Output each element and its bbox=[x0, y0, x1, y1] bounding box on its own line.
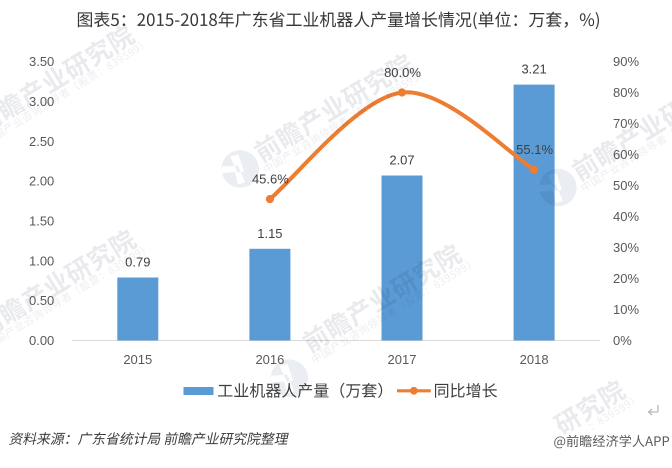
svg-text:1.50: 1.50 bbox=[29, 214, 54, 229]
svg-text:30%: 30% bbox=[613, 240, 639, 255]
svg-text:2.00: 2.00 bbox=[29, 174, 54, 189]
svg-text:2018: 2018 bbox=[520, 352, 549, 367]
svg-text:20%: 20% bbox=[613, 271, 639, 286]
svg-text:2016: 2016 bbox=[255, 352, 284, 367]
svg-text:3.00: 3.00 bbox=[29, 94, 54, 109]
svg-text:3.21: 3.21 bbox=[521, 62, 546, 77]
svg-text:70%: 70% bbox=[613, 116, 639, 131]
svg-text:60%: 60% bbox=[613, 147, 639, 162]
svg-text:2015: 2015 bbox=[123, 352, 152, 367]
svg-text:0.00: 0.00 bbox=[29, 333, 54, 348]
svg-text:3.50: 3.50 bbox=[29, 54, 54, 69]
svg-text:2.50: 2.50 bbox=[29, 134, 54, 149]
svg-text:2.07: 2.07 bbox=[389, 152, 414, 167]
svg-text:1.15: 1.15 bbox=[257, 226, 282, 241]
svg-text:40%: 40% bbox=[613, 209, 639, 224]
svg-text:10%: 10% bbox=[613, 302, 639, 317]
svg-text:45.6%: 45.6% bbox=[252, 172, 289, 187]
svg-text:1.00: 1.00 bbox=[29, 253, 54, 268]
svg-text:2017: 2017 bbox=[388, 352, 417, 367]
svg-text:80%: 80% bbox=[613, 85, 639, 100]
svg-text:0.79: 0.79 bbox=[125, 255, 150, 270]
svg-text:0.50: 0.50 bbox=[29, 293, 54, 308]
svg-text:0%: 0% bbox=[613, 333, 632, 348]
svg-text:55.1%: 55.1% bbox=[516, 142, 553, 157]
svg-text:80.0%: 80.0% bbox=[384, 65, 421, 80]
svg-text:50%: 50% bbox=[613, 178, 639, 193]
svg-text:90%: 90% bbox=[613, 54, 639, 69]
